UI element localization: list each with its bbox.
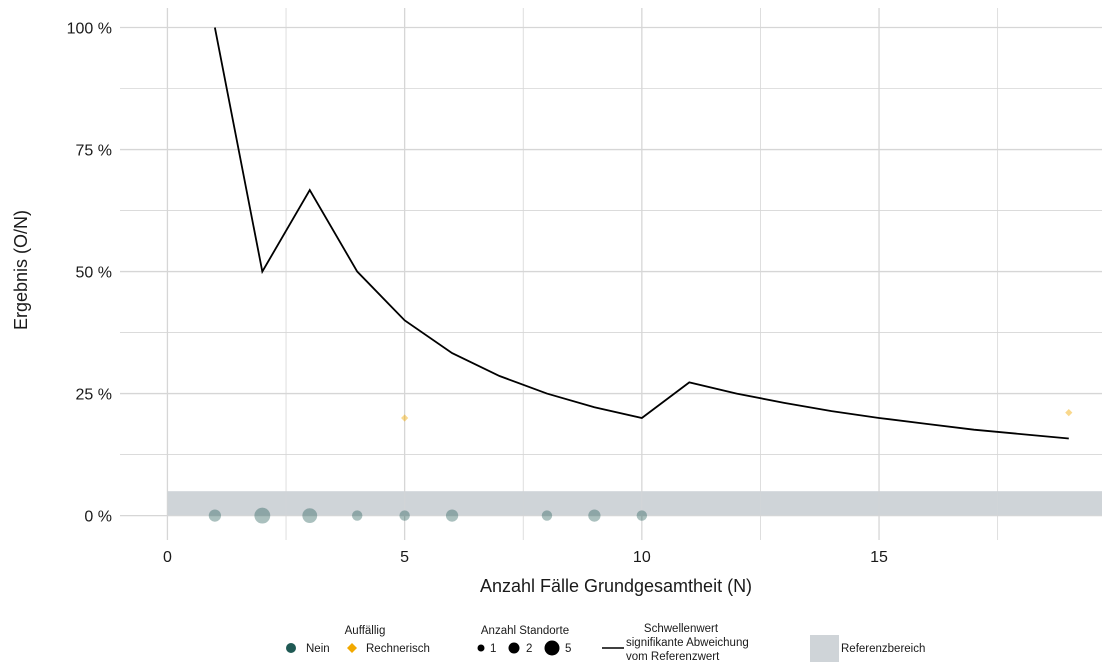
point-nein bbox=[541, 510, 553, 521]
x-tick-label: 5 bbox=[400, 549, 409, 566]
point-rechnerisch bbox=[401, 414, 409, 422]
x-tick-label: 0 bbox=[163, 549, 172, 566]
y-tick-labels: 0 % 25 % 50 % 75 % 100 % bbox=[67, 21, 112, 526]
threshold-line bbox=[213, 27, 1069, 440]
legend-auffaellig-title: Auffällig bbox=[345, 625, 386, 637]
legend-referenz-label: Referenzbereich bbox=[841, 643, 925, 655]
legend-schwelle-line1: signifikante Abweichung bbox=[626, 637, 749, 649]
point-nein bbox=[351, 510, 363, 521]
legend-schwelle-line2: vom Referenzwert bbox=[626, 651, 720, 663]
legend: Auffällig Nein Rechnerisch Anzahl Stando… bbox=[286, 623, 925, 663]
point-nein bbox=[302, 508, 318, 523]
legend-nein-label: Nein bbox=[306, 643, 330, 655]
point-nein bbox=[399, 510, 410, 521]
grid bbox=[120, 8, 1102, 540]
legend-size-5-label: 5 bbox=[565, 643, 571, 655]
legend-rechnerisch-label: Rechnerisch bbox=[366, 643, 430, 655]
legend-size-1-label: 1 bbox=[490, 643, 496, 655]
x-axis-title: Anzahl Fälle Grundgesamtheit (N) bbox=[480, 576, 752, 596]
point-nein bbox=[636, 510, 648, 521]
x-tick-labels: 0 5 10 15 bbox=[163, 549, 888, 566]
y-tick-label: 50 % bbox=[76, 265, 112, 282]
legend-size-2-label: 2 bbox=[526, 643, 532, 655]
legend-size-2-marker bbox=[508, 642, 520, 654]
legend-schwelle-title: Schwellenwert bbox=[644, 623, 719, 635]
legend-rechnerisch-marker bbox=[347, 643, 357, 653]
point-rechnerisch bbox=[1065, 409, 1073, 417]
legend-nein-marker bbox=[286, 643, 296, 653]
point-nein bbox=[208, 509, 221, 522]
point-nein bbox=[445, 509, 459, 522]
legend-size-1-marker bbox=[477, 644, 485, 652]
y-tick-label: 25 % bbox=[76, 387, 112, 404]
point-nein bbox=[588, 509, 601, 522]
legend-referenz-swatch bbox=[810, 635, 839, 662]
legend-anzahl-title: Anzahl Standorte bbox=[481, 625, 569, 637]
grid-over-band bbox=[167, 491, 1102, 516]
legend-size-5-marker bbox=[544, 640, 560, 656]
data-points bbox=[208, 409, 1073, 524]
x-tick-label: 15 bbox=[870, 549, 888, 566]
point-nein bbox=[254, 507, 271, 524]
reference-range-band bbox=[167, 491, 1102, 516]
x-tick-label: 10 bbox=[633, 549, 651, 566]
y-axis-title: Ergebnis (O/N) bbox=[11, 210, 31, 330]
y-tick-label: 0 % bbox=[84, 509, 112, 526]
y-tick-label: 100 % bbox=[67, 21, 112, 38]
y-tick-label: 75 % bbox=[76, 143, 112, 160]
